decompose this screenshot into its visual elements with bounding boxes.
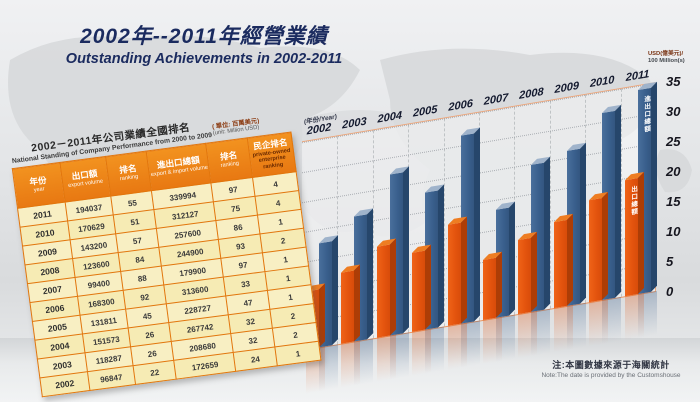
bar-reflection	[447, 322, 467, 378]
y-axis-unit-line1: USD(億美元)/	[648, 51, 684, 57]
column-header-0: 年份 year	[12, 162, 65, 209]
x-tick-label: 2008	[519, 85, 544, 102]
source-footnote: 注:本圖數據來源于海關統計 Note:The date is provided …	[522, 358, 700, 379]
bar-side-face	[425, 244, 432, 330]
bar-export-2010	[589, 191, 609, 303]
y-axis-unit-line2: 100 Million(s)	[648, 57, 685, 64]
bar-side-face	[566, 213, 573, 306]
column-header-4: 排名 ranking	[205, 137, 253, 183]
performance-table: 年份 year 出口額 export volume 排名 ranking 進出口總額 expo…	[12, 131, 322, 397]
column-header-1: 出口額 export volume	[59, 156, 111, 203]
y-tick-label: 15	[666, 194, 681, 209]
bar-reflection	[483, 316, 502, 372]
y-tick-label: 0	[666, 284, 674, 299]
bar-side-face	[637, 172, 644, 295]
x-tick-label: 2005	[412, 103, 438, 120]
y-tick-label: 30	[666, 104, 681, 119]
bar-side-face	[319, 283, 325, 348]
source-footnote-en: Note:The date is provided by the Customs…	[541, 372, 681, 379]
bar-reflection	[624, 293, 644, 349]
bar-side-face	[544, 156, 551, 310]
y-tick-label: 20	[666, 164, 681, 179]
bar-export-2003	[341, 264, 361, 344]
bar-export-2011: 出口總額	[624, 172, 644, 297]
bar-reflection	[553, 304, 573, 361]
bar-side-face	[367, 208, 374, 340]
y-tick-label: 5	[666, 254, 674, 269]
column-header-5: 民企排名 private-owned enterprise ranking	[247, 132, 297, 178]
y-tick-label: 25	[666, 134, 681, 149]
bar-reflection	[376, 334, 396, 390]
bar-export-2008	[518, 231, 538, 315]
bar-series-label: 出口總額	[629, 185, 637, 217]
bar-series-label: 進出口總額	[642, 95, 650, 134]
y-tick-label: 10	[666, 224, 681, 239]
bar-export-2006	[447, 216, 467, 326]
x-tick-label: 2010	[589, 73, 615, 91]
main-title-zh: 2002年--2011年經營業績	[80, 25, 328, 48]
bar-side-face	[402, 166, 409, 334]
chart-plot-panel: (年份/Year) 2002 2003 2004 2005 2006 2007 2008 20…	[302, 68, 657, 402]
bar-side-face	[460, 216, 467, 324]
bar-side-face	[332, 235, 338, 346]
bar-side-face	[509, 201, 515, 316]
bar-side-face	[354, 264, 361, 342]
bar-side-face	[389, 238, 396, 336]
bar-side-face	[602, 191, 609, 301]
bar-export-2005	[412, 244, 432, 332]
bar-side-face	[579, 142, 586, 304]
bar-side-face	[473, 127, 480, 322]
x-tick-label: 2003	[342, 115, 367, 132]
bar-side-face	[531, 231, 538, 312]
bar-reflection	[589, 299, 609, 355]
bar-export-2007	[483, 251, 502, 320]
ranking-table-block: 2002－2011年公司業績全國排名 National Standing of …	[8, 107, 321, 398]
x-tick-label: 2007	[483, 91, 509, 108]
column-header-2: 排名 ranking	[105, 151, 152, 197]
y-axis-unit-label: USD(億美元)/ 100 Million(s)	[648, 51, 700, 65]
bar-side-face	[650, 81, 657, 292]
x-tick-label: 2009	[554, 79, 580, 96]
main-title: 2002年--2011年經營業績 Outstanding Achievement…	[28, 20, 380, 67]
bar-export-2004	[376, 238, 396, 338]
main-title-en: Outstanding Achievements in 2002-2011	[65, 51, 343, 67]
bar-side-face	[615, 104, 622, 298]
bar-reflection	[412, 328, 432, 384]
source-footnote-zh: 注:本圖數據來源于海關統計	[552, 360, 670, 370]
bar-export-2009	[553, 213, 573, 309]
x-tick-label: 2004	[377, 109, 403, 126]
y-tick-label: 35	[666, 74, 681, 89]
x-tick-label: 2006	[448, 97, 473, 114]
bar-reflection	[341, 340, 361, 396]
bar-side-face	[496, 251, 502, 318]
bar-side-face	[438, 184, 445, 328]
